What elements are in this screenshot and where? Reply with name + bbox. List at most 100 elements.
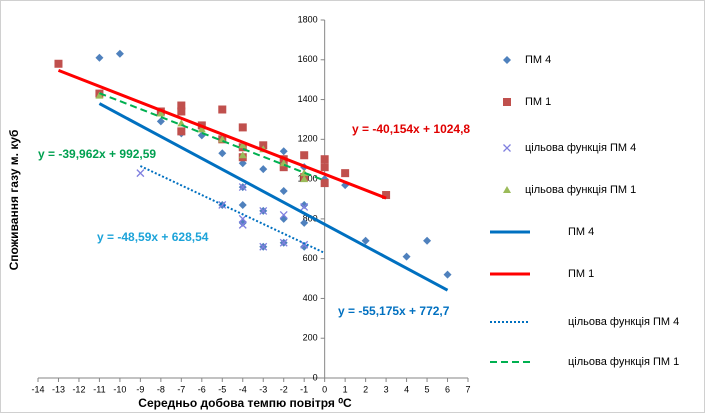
x-tick-label: -1 <box>300 384 308 394</box>
data-point <box>177 101 186 110</box>
x-tick-label: 4 <box>404 384 409 394</box>
trendline-equation: y = -39,962x + 992,59 <box>38 147 156 161</box>
y-tick-label: 1400 <box>298 94 318 104</box>
trendline-equation: y = -48,59x + 628,54 <box>97 230 209 244</box>
data-point <box>300 218 309 227</box>
legend-label: цільова функція ПМ 4 <box>525 142 636 154</box>
trendline <box>139 165 326 254</box>
x-tick-label: -7 <box>177 384 185 394</box>
x-tick-label: -14 <box>31 384 44 394</box>
data-point <box>218 149 227 158</box>
data-point <box>259 165 268 174</box>
data-point <box>156 109 165 117</box>
data-point <box>382 191 391 200</box>
x-tick-label: -4 <box>239 384 247 394</box>
y-tick-label: 800 <box>303 213 318 223</box>
y-tick-label: 600 <box>303 253 318 263</box>
x-tick-label: -13 <box>52 384 65 394</box>
x-tick-label: 7 <box>465 384 470 394</box>
data-point <box>238 220 247 229</box>
data-point <box>238 123 247 132</box>
legend-marker <box>503 98 511 106</box>
legend-label: цільова функція ПМ 1 <box>525 184 636 196</box>
x-tick-label: -2 <box>280 384 288 394</box>
legend-label: ПМ 1 <box>568 268 594 280</box>
y-tick-label: 200 <box>303 333 318 343</box>
data-point <box>259 242 268 251</box>
data-point <box>320 179 329 188</box>
data-point <box>136 169 145 178</box>
data-point <box>177 127 186 136</box>
data-point <box>218 201 227 209</box>
y-tick-label: 0 <box>313 372 318 382</box>
data-point <box>197 125 206 133</box>
x-tick-label: -3 <box>259 384 267 394</box>
y-tick-label: 1600 <box>298 54 318 64</box>
data-point <box>95 53 104 62</box>
x-tick-label: -5 <box>218 384 226 394</box>
data-point <box>238 214 247 223</box>
x-tick-label: 5 <box>425 384 430 394</box>
x-tick-label: -12 <box>72 384 85 394</box>
y-tick-label: 1800 <box>298 14 318 24</box>
y-tick-label: 1200 <box>298 134 318 144</box>
legend-marker <box>503 186 511 193</box>
data-point <box>300 200 309 209</box>
trendline <box>57 68 387 200</box>
data-point <box>238 200 247 209</box>
legend-label: ПМ 4 <box>525 54 551 66</box>
data-point <box>402 252 411 261</box>
legend-label: ПМ 4 <box>568 226 594 238</box>
trendline-equation: y = -55,175x + 772,7 <box>338 304 450 318</box>
data-point <box>238 183 247 192</box>
data-point <box>279 147 288 156</box>
x-tick-label: 1 <box>343 384 348 394</box>
trendline <box>99 92 326 182</box>
data-point <box>279 163 288 172</box>
data-point <box>423 236 432 245</box>
trendline <box>98 102 449 292</box>
data-point <box>279 187 288 196</box>
data-point <box>54 59 63 68</box>
x-tick-label: -10 <box>113 384 126 394</box>
x-tick-label: -8 <box>157 384 165 394</box>
data-point <box>218 105 227 114</box>
data-point <box>300 175 309 183</box>
data-point <box>443 270 452 279</box>
data-point <box>238 151 247 159</box>
data-point <box>259 206 268 215</box>
data-point <box>300 202 309 211</box>
data-point <box>115 49 124 58</box>
data-point <box>156 117 165 126</box>
y-tick-label: 400 <box>303 293 318 303</box>
x-tick-label: 2 <box>363 384 368 394</box>
x-tick-label: 0 <box>322 384 327 394</box>
data-point <box>341 169 350 178</box>
data-point <box>300 240 309 249</box>
data-point <box>320 163 329 172</box>
legend-label: цільова функція ПМ 4 <box>568 316 679 328</box>
data-point <box>279 238 288 247</box>
data-point <box>300 151 309 160</box>
legend-label: ПМ 1 <box>525 96 551 108</box>
x-tick-label: 3 <box>384 384 389 394</box>
data-point <box>95 91 104 99</box>
legend-marker <box>503 56 511 64</box>
data-point <box>300 242 309 251</box>
data-point <box>279 210 288 219</box>
data-point <box>238 141 247 149</box>
trendline-equation: y = -40,154x + 1024,8 <box>352 122 470 136</box>
x-axis-label: Середньо добова темпю повітря ⁰C <box>138 396 352 410</box>
x-tick-label: -11 <box>93 384 105 394</box>
x-tick-label: 6 <box>445 384 450 394</box>
data-point <box>320 155 329 164</box>
legend-marker <box>503 144 511 152</box>
x-tick-label: -9 <box>136 384 144 394</box>
x-tick-label: -6 <box>198 384 206 394</box>
legend-label: цільова функція ПМ 1 <box>568 356 679 368</box>
y-axis-label: Споживання газу м. куб <box>7 130 21 271</box>
data-point <box>361 236 370 245</box>
data-point <box>177 107 186 116</box>
